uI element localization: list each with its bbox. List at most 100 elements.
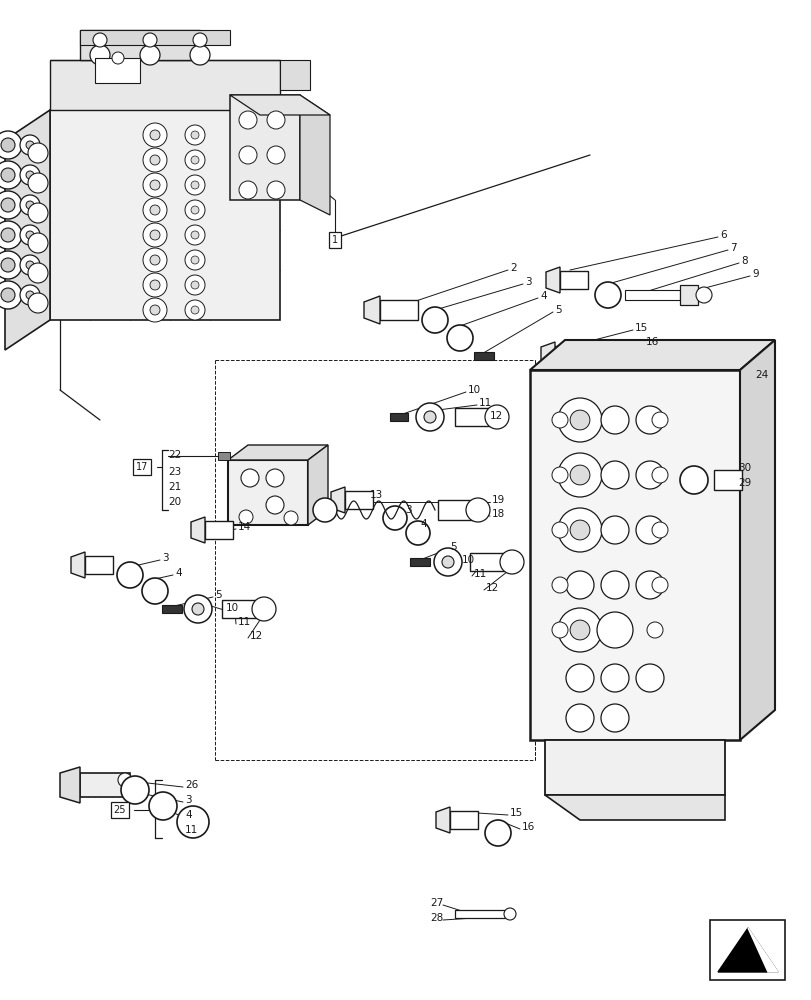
Circle shape	[143, 223, 167, 247]
Circle shape	[191, 181, 199, 189]
Circle shape	[185, 200, 204, 220]
Circle shape	[569, 465, 589, 485]
Circle shape	[20, 225, 40, 245]
Circle shape	[600, 571, 629, 599]
Text: 2: 2	[509, 263, 516, 273]
Circle shape	[191, 256, 199, 264]
Text: 10: 10	[225, 603, 238, 613]
Circle shape	[484, 820, 510, 846]
Circle shape	[185, 150, 204, 170]
Circle shape	[1, 138, 15, 152]
Circle shape	[185, 125, 204, 145]
Circle shape	[596, 612, 633, 648]
Text: 26: 26	[185, 780, 198, 790]
Circle shape	[1, 288, 15, 302]
Circle shape	[1, 228, 15, 242]
Circle shape	[600, 461, 629, 489]
Bar	[437, 500, 478, 520]
Circle shape	[551, 522, 568, 538]
Bar	[624, 290, 679, 300]
Circle shape	[446, 325, 473, 351]
Bar	[85, 556, 113, 574]
Circle shape	[0, 281, 22, 309]
Circle shape	[238, 510, 253, 524]
Circle shape	[28, 233, 48, 253]
Bar	[713, 470, 741, 490]
Text: 16: 16	[646, 337, 659, 347]
Circle shape	[238, 146, 257, 164]
Text: 11: 11	[185, 825, 198, 835]
Circle shape	[26, 201, 34, 209]
Circle shape	[191, 603, 204, 615]
Circle shape	[600, 664, 629, 692]
Text: 12: 12	[250, 631, 263, 641]
Circle shape	[193, 33, 207, 47]
Circle shape	[148, 792, 177, 820]
Polygon shape	[191, 517, 204, 543]
Circle shape	[143, 123, 167, 147]
Circle shape	[143, 173, 167, 197]
Bar	[470, 553, 512, 571]
Text: 16: 16	[521, 822, 534, 832]
Circle shape	[117, 562, 143, 588]
Circle shape	[422, 307, 448, 333]
Text: 4: 4	[419, 519, 426, 529]
Circle shape	[238, 181, 257, 199]
Polygon shape	[230, 95, 299, 200]
Polygon shape	[331, 487, 345, 513]
Text: 25: 25	[114, 805, 126, 815]
Polygon shape	[540, 342, 554, 368]
Circle shape	[635, 571, 663, 599]
Circle shape	[651, 577, 667, 593]
Text: 10: 10	[461, 555, 474, 565]
Circle shape	[594, 282, 620, 308]
Text: 5: 5	[215, 590, 221, 600]
Circle shape	[569, 520, 589, 540]
Text: 4: 4	[539, 291, 546, 301]
Text: 15: 15	[509, 808, 522, 818]
Circle shape	[150, 155, 160, 165]
Polygon shape	[363, 296, 380, 324]
Circle shape	[1, 258, 15, 272]
Circle shape	[238, 111, 257, 129]
Text: 21: 21	[168, 482, 181, 492]
Bar	[410, 558, 430, 566]
Text: 13: 13	[370, 490, 383, 500]
Circle shape	[28, 263, 48, 283]
Circle shape	[1, 198, 15, 212]
Circle shape	[484, 405, 508, 429]
Circle shape	[569, 620, 589, 640]
Polygon shape	[50, 110, 280, 320]
Text: 12: 12	[486, 583, 499, 593]
Polygon shape	[717, 928, 777, 972]
Circle shape	[241, 469, 259, 487]
Bar	[560, 271, 587, 289]
Circle shape	[190, 45, 210, 65]
Circle shape	[28, 203, 48, 223]
Circle shape	[139, 45, 160, 65]
Text: 3: 3	[162, 553, 169, 563]
Polygon shape	[80, 30, 200, 60]
Text: 11: 11	[474, 569, 487, 579]
Circle shape	[284, 511, 298, 525]
Circle shape	[1, 168, 15, 182]
Circle shape	[26, 231, 34, 239]
Text: 4: 4	[175, 568, 182, 578]
Circle shape	[185, 250, 204, 270]
Circle shape	[266, 496, 284, 514]
Bar	[544, 740, 724, 795]
Circle shape	[0, 191, 22, 219]
Polygon shape	[530, 340, 774, 370]
Text: 6: 6	[719, 230, 726, 240]
Circle shape	[191, 131, 199, 139]
Circle shape	[143, 273, 167, 297]
Circle shape	[191, 281, 199, 289]
Polygon shape	[80, 30, 230, 45]
Circle shape	[0, 251, 22, 279]
Text: 20: 20	[168, 497, 181, 507]
Circle shape	[20, 135, 40, 155]
Circle shape	[185, 275, 204, 295]
Circle shape	[184, 595, 212, 623]
Circle shape	[600, 406, 629, 434]
Circle shape	[646, 622, 663, 638]
